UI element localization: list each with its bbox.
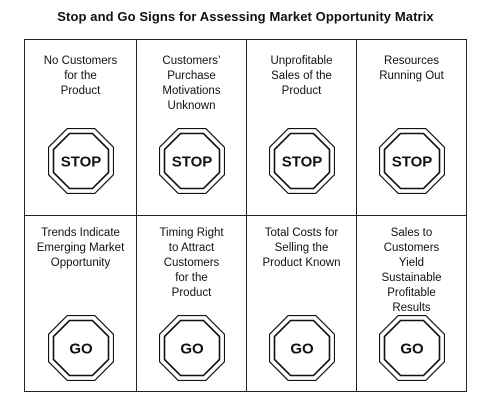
sign-text: GO: [69, 341, 93, 358]
sign-text: STOP: [171, 154, 212, 171]
go-sign-icon: GO: [268, 315, 335, 381]
matrix-cell-stop-4: Resources Running Out STOP: [356, 40, 466, 215]
sign-text: GO: [290, 341, 314, 358]
cell-label: No Customers for the Product: [43, 55, 118, 97]
cell-label: Sales to Customers Yield Sustainable Pro…: [381, 227, 442, 314]
cell-label: Customers’ Purchase Motivations Unknown: [162, 55, 221, 112]
go-sign-icon: GO: [158, 315, 225, 381]
cell-label: Total Costs for Selling the Product Know…: [262, 227, 341, 269]
matrix-cell-go-2: Timing Right to Attract Customers for th…: [136, 216, 246, 392]
sign-text: STOP: [60, 154, 101, 171]
stop-sign-icon: STOP: [378, 128, 445, 194]
go-signs-row: Trends Indicate Emerging Market Opportun…: [25, 215, 466, 392]
cell-label: Timing Right to Attract Customers for th…: [159, 227, 224, 299]
matrix-cell-go-4: Sales to Customers Yield Sustainable Pro…: [356, 216, 466, 392]
stop-signs-row: No Customers for the Product STOP Custom…: [25, 40, 466, 215]
stop-sign-icon: STOP: [158, 128, 225, 194]
stop-sign-icon: STOP: [47, 128, 114, 194]
cell-label: Resources Running Out: [379, 55, 444, 82]
stop-sign-icon: STOP: [268, 128, 335, 194]
matrix-cell-stop-2: Customers’ Purchase Motivations Unknown …: [136, 40, 246, 215]
cell-label: Trends Indicate Emerging Market Opportun…: [36, 227, 125, 269]
matrix-cell-stop-3: Unprofitable Sales of the Product STOP: [246, 40, 356, 215]
cell-label: Unprofitable Sales of the Product: [270, 55, 333, 97]
sign-text: STOP: [281, 154, 322, 171]
opportunity-matrix: No Customers for the Product STOP Custom…: [24, 39, 467, 392]
go-sign-icon: GO: [47, 315, 114, 381]
matrix-cell-go-1: Trends Indicate Emerging Market Opportun…: [25, 216, 136, 392]
matrix-cell-stop-1: No Customers for the Product STOP: [25, 40, 136, 215]
sign-text: STOP: [391, 154, 432, 171]
sign-text: GO: [180, 341, 204, 358]
sign-text: GO: [400, 341, 424, 358]
matrix-cell-go-3: Total Costs for Selling the Product Know…: [246, 216, 356, 392]
diagram-title: Stop and Go Signs for Assessing Market O…: [57, 9, 434, 24]
go-sign-icon: GO: [378, 315, 445, 381]
